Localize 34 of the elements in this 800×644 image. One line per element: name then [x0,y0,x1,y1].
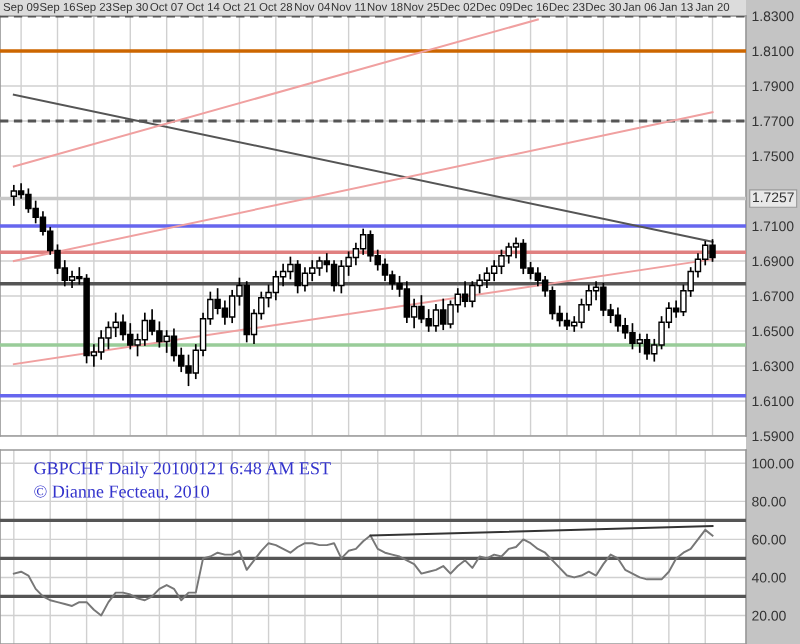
candlestick [221,300,229,325]
candlestick [185,354,192,387]
candlestick [600,282,607,317]
candlestick [330,260,338,292]
annotation: © Dianne Fecteau, 2010 [34,485,210,501]
candlestick [636,333,643,353]
candlestick [432,303,440,332]
candlestick [228,289,236,324]
candlestick [97,330,105,360]
candlestick [381,258,389,282]
candlestick [461,281,469,308]
candlestick [643,333,651,360]
candlestick [287,256,294,280]
annotation: GBPCHF Daily 20100121 6:48 AM EST [34,461,331,479]
candlestick [469,281,476,308]
candlestick [520,239,527,275]
candlestick [629,323,636,350]
candlestick [498,249,505,275]
candlestick [148,309,156,336]
candlestick [483,267,491,289]
candlestick [68,270,76,289]
candlestick [709,239,716,262]
candlestick [294,260,301,294]
candlestick [418,295,425,324]
candlestick [119,314,127,341]
candlestick [10,184,18,206]
candlestick [141,312,149,346]
candlestick [403,281,411,324]
candlestick [163,330,170,353]
line-series [12,528,714,617]
candlestick [439,298,447,331]
candlestick [301,267,309,292]
candlestick [490,260,498,282]
candlestick [272,270,280,301]
